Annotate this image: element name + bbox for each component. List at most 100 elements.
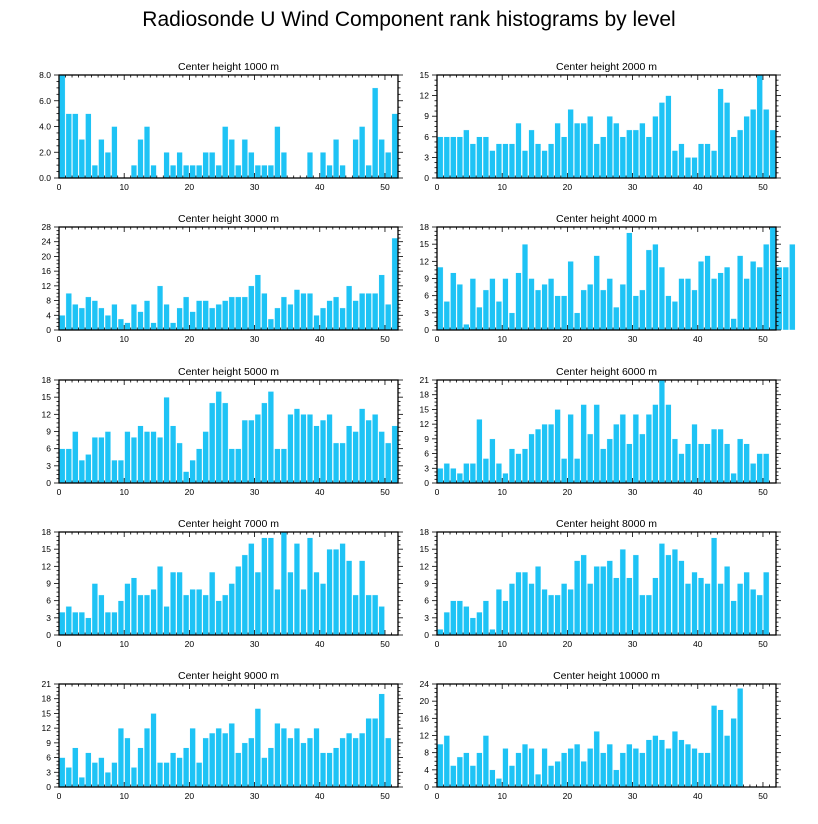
histogram-bar bbox=[248, 152, 255, 179]
histogram-bar bbox=[170, 164, 177, 179]
panel-title: Center height 4000 m bbox=[556, 213, 657, 225]
histogram-bar bbox=[528, 433, 535, 484]
histogram-bar bbox=[743, 278, 750, 331]
histogram-bar bbox=[85, 454, 92, 484]
histogram-bar bbox=[202, 152, 209, 179]
histogram-bar bbox=[750, 463, 757, 484]
y-tick-label: 6 bbox=[424, 291, 429, 301]
histogram-bar bbox=[534, 289, 542, 331]
y-tick-label: 9 bbox=[424, 274, 429, 284]
histogram-bar bbox=[104, 772, 111, 788]
histogram-bar bbox=[78, 776, 85, 788]
x-tick-label: 0 bbox=[435, 487, 440, 497]
histogram-bar bbox=[189, 459, 196, 484]
histogram-bar bbox=[319, 752, 327, 788]
x-tick-label: 50 bbox=[758, 639, 768, 649]
x-tick-label: 50 bbox=[380, 334, 390, 344]
histogram-bar bbox=[606, 115, 613, 179]
histogram-bar bbox=[737, 688, 744, 788]
histogram-bar bbox=[202, 737, 209, 788]
y-tick-label: 18 bbox=[420, 390, 430, 400]
histogram-bar bbox=[593, 731, 600, 788]
histogram-bar bbox=[78, 611, 85, 636]
histogram-bar bbox=[724, 443, 731, 484]
histogram-bar bbox=[385, 304, 392, 331]
x-tick-label: 0 bbox=[57, 639, 62, 649]
histogram-bar bbox=[554, 409, 561, 484]
histogram-bar bbox=[319, 583, 327, 636]
histogram-bar bbox=[587, 583, 594, 636]
histogram-bar bbox=[359, 732, 366, 788]
y-tick-label: 12 bbox=[420, 561, 430, 571]
histogram-bar bbox=[443, 301, 450, 331]
histogram-bar bbox=[209, 571, 216, 636]
histogram-bar bbox=[711, 428, 718, 484]
histogram-bar bbox=[391, 425, 398, 484]
histogram-bar bbox=[65, 448, 72, 484]
histogram-bar bbox=[267, 391, 274, 484]
histogram-bar bbox=[189, 589, 196, 636]
histogram-bar bbox=[724, 566, 731, 636]
histogram-bar bbox=[202, 431, 209, 484]
histogram-bar bbox=[150, 164, 157, 179]
x-tick-label: 50 bbox=[758, 487, 768, 497]
histogram-bar bbox=[691, 748, 698, 788]
histogram-bar bbox=[515, 122, 522, 179]
histogram-bar bbox=[215, 391, 222, 484]
histogram-bar bbox=[548, 278, 555, 331]
x-tick-label: 10 bbox=[497, 182, 507, 192]
y-tick-label: 6.0 bbox=[39, 96, 51, 106]
x-tick-label: 10 bbox=[119, 791, 129, 801]
x-tick-label: 40 bbox=[315, 639, 325, 649]
histogram-bar bbox=[104, 152, 111, 179]
histogram-bar bbox=[163, 606, 170, 636]
histogram-bar bbox=[85, 113, 92, 179]
y-tick-label: 15 bbox=[420, 239, 430, 249]
histogram-bar bbox=[476, 136, 483, 179]
x-tick-label: 10 bbox=[119, 487, 129, 497]
y-tick-label: 3 bbox=[424, 613, 429, 623]
histogram-bar bbox=[482, 735, 489, 788]
histogram-bar bbox=[228, 723, 235, 788]
histogram-bar bbox=[365, 419, 372, 484]
histogram-bar bbox=[724, 735, 731, 788]
histogram-bar bbox=[574, 312, 581, 331]
histogram-bar bbox=[346, 560, 353, 636]
histogram-bar bbox=[756, 266, 763, 331]
x-tick-label: 10 bbox=[497, 791, 507, 801]
histogram-bar bbox=[469, 278, 476, 331]
histogram-bar bbox=[261, 164, 268, 179]
histogram-bar bbox=[306, 152, 314, 179]
histogram-bar bbox=[489, 629, 496, 636]
histogram-bar bbox=[300, 293, 307, 331]
page-title: Radiosonde U Wind Component rank histogr… bbox=[142, 8, 676, 31]
histogram-bar bbox=[333, 442, 340, 484]
histogram-bar bbox=[691, 157, 698, 179]
histogram-bar bbox=[372, 594, 379, 636]
histogram-bar bbox=[59, 315, 66, 331]
histogram-bar bbox=[691, 289, 698, 331]
histogram-bar bbox=[78, 307, 85, 331]
histogram-bar bbox=[261, 293, 268, 331]
x-tick-label: 50 bbox=[380, 487, 390, 497]
histogram-bar bbox=[235, 448, 242, 484]
histogram-bar bbox=[170, 571, 177, 636]
histogram-bar bbox=[150, 713, 157, 788]
x-tick-label: 10 bbox=[497, 639, 507, 649]
histogram-bar bbox=[365, 164, 372, 179]
histogram-bar bbox=[776, 266, 783, 331]
histogram-bar bbox=[326, 414, 333, 484]
histogram-bar bbox=[111, 459, 118, 484]
histogram-bar bbox=[613, 423, 620, 484]
histogram-bar bbox=[469, 617, 476, 636]
histogram-bar bbox=[671, 150, 679, 179]
histogram-bar bbox=[176, 571, 183, 636]
histogram-bar bbox=[737, 438, 744, 484]
histogram-bar bbox=[78, 459, 85, 484]
histogram-bar bbox=[437, 136, 444, 179]
histogram-bar bbox=[91, 164, 98, 179]
y-tick-label: 18 bbox=[42, 527, 52, 537]
histogram-bar bbox=[209, 402, 216, 484]
histogram-bar bbox=[209, 152, 216, 179]
x-tick-label: 40 bbox=[315, 487, 325, 497]
